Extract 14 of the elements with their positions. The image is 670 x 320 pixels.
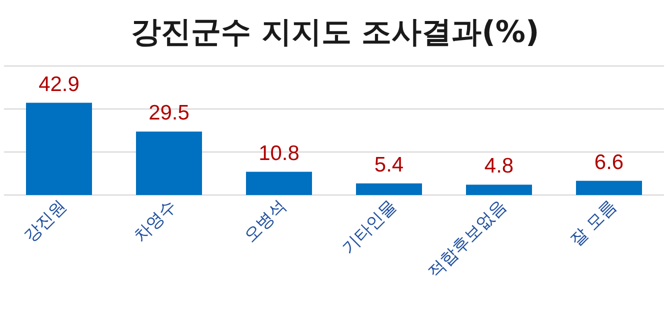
data-label: 6.6 bbox=[594, 150, 624, 174]
data-label: 29.5 bbox=[148, 102, 190, 125]
data-label: 4.8 bbox=[484, 154, 514, 178]
data-label: 42.9 bbox=[38, 72, 80, 96]
bar bbox=[26, 102, 92, 195]
bar bbox=[246, 172, 312, 195]
x-tick-label: 잘 모름 bbox=[566, 196, 621, 250]
bar bbox=[356, 183, 422, 195]
chart-title: 강진군수 지지도 조사결과(%) bbox=[130, 15, 540, 50]
bar bbox=[466, 184, 532, 195]
data-label: 5.4 bbox=[374, 153, 404, 176]
bar bbox=[136, 132, 202, 195]
bar bbox=[576, 180, 642, 195]
data-label: 10.8 bbox=[258, 142, 300, 165]
